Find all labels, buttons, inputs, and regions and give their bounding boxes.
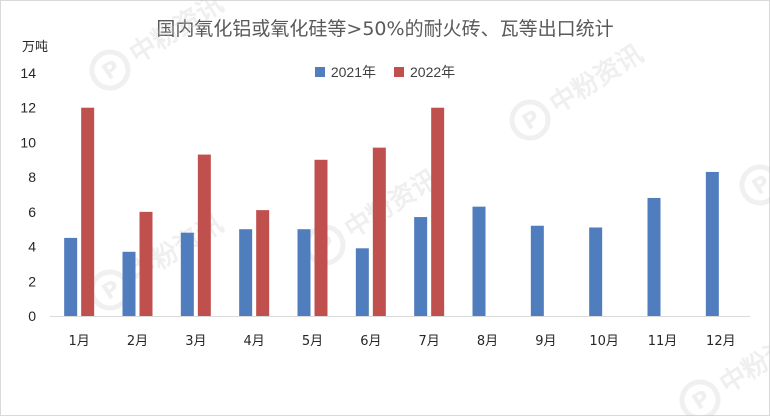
bar-2021年-9月 xyxy=(530,225,544,316)
watermark-text: 中粉资讯 xyxy=(125,0,229,70)
y-axis-unit-label: 万吨 xyxy=(22,40,49,55)
x-tick-label: 7月 xyxy=(419,334,440,349)
legend-swatch-2021 xyxy=(314,67,325,77)
x-tick-label: 12月 xyxy=(706,334,736,349)
legend-item-2021: 2021年 xyxy=(314,62,376,82)
y-tick-label: 0 xyxy=(28,308,36,324)
watermark-glyph: P xyxy=(748,171,770,201)
watermark-layer: P中粉资讯P中粉资讯P中粉资讯P中粉资讯P中粉资讯P中粉资讯 xyxy=(89,0,770,416)
legend-item-2022: 2022年 xyxy=(394,62,455,82)
x-tick-label: 5月 xyxy=(302,334,323,349)
bar-2021年-11月 xyxy=(647,197,661,316)
y-tick-label: 6 xyxy=(28,204,36,220)
bars xyxy=(64,107,719,316)
bar-2022年-5月 xyxy=(314,159,328,316)
x-axis-labels: 1月 2月 3月 4月 5月 6月 7月 8月 9月 10月 11月 12月 xyxy=(69,334,736,349)
x-tick-label: 8月 xyxy=(477,334,498,349)
bar-2021年-12月 xyxy=(705,171,719,316)
bar-2022年-4月 xyxy=(256,210,270,316)
bar-2021年-4月 xyxy=(239,229,253,316)
bar-2021年-6月 xyxy=(355,248,369,316)
watermark-text: 中粉资讯 xyxy=(715,319,770,400)
watermark-circle xyxy=(679,379,721,416)
bar-2021年-2月 xyxy=(122,251,136,316)
x-tick-label: 6月 xyxy=(360,334,381,349)
x-tick-label: 9月 xyxy=(535,334,556,349)
x-tick-label: 11月 xyxy=(648,334,678,349)
y-tick-label: 10 xyxy=(20,134,36,150)
x-tick-label: 3月 xyxy=(185,334,206,349)
x-tick-label: 10月 xyxy=(589,334,619,349)
bar-2021年-5月 xyxy=(297,229,311,316)
bar-2022年-1月 xyxy=(81,107,95,316)
bar-2021年-10月 xyxy=(589,227,603,316)
y-tick-label: 2 xyxy=(28,273,36,289)
x-tick-label: 4月 xyxy=(244,334,265,349)
bar-2022年-3月 xyxy=(197,154,211,316)
y-tick-label: 8 xyxy=(28,169,36,185)
y-tick-label: 4 xyxy=(28,239,36,255)
legend-label-2022: 2022年 xyxy=(410,64,456,80)
legend-swatch-2022 xyxy=(394,67,404,77)
x-tick-label: 1月 xyxy=(69,334,90,349)
bar-2022年-2月 xyxy=(139,211,153,316)
x-tick-label: 2月 xyxy=(127,334,148,349)
y-tick-label: 12 xyxy=(20,100,36,116)
watermark-text: 中粉资讯 xyxy=(340,164,444,245)
chart-title: 国内氧化铝或氧化硅等>50%的耐火砖、瓦等出口统计 xyxy=(156,18,614,40)
y-axis-ticks: 0 2 4 6 8 10 12 14 xyxy=(20,65,36,324)
bar-2021年-7月 xyxy=(414,217,428,316)
y-tick-label: 14 xyxy=(20,65,36,81)
bar-2021年-3月 xyxy=(180,232,194,316)
watermark-circle xyxy=(509,99,551,141)
bar-2022年-6月 xyxy=(372,147,386,316)
watermark-text: 中粉资讯 xyxy=(545,39,649,120)
legend-label-2021: 2021年 xyxy=(330,64,376,80)
bar-2021年-1月 xyxy=(64,237,78,316)
chart-legend: 2021年 2022年 xyxy=(0,62,770,82)
bar-2021年-8月 xyxy=(472,206,486,316)
watermark-circle xyxy=(89,49,131,91)
bar-2022年-7月 xyxy=(431,107,445,316)
